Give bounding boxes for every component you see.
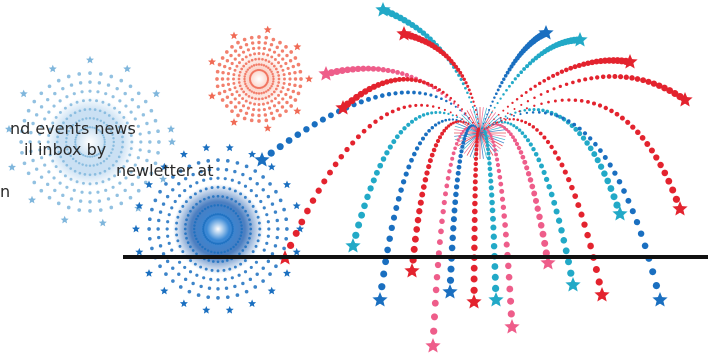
firework-arc bbox=[484, 107, 628, 221]
star-icon bbox=[225, 306, 234, 314]
firework-arc bbox=[480, 127, 520, 334]
star-icon bbox=[305, 74, 313, 83]
star-icon bbox=[372, 292, 388, 307]
firework-arc bbox=[484, 54, 638, 129]
star-icon bbox=[8, 163, 16, 171]
star-icon bbox=[652, 292, 668, 307]
firework-arc bbox=[486, 111, 668, 307]
star-icon bbox=[248, 150, 257, 158]
star-icon bbox=[159, 175, 168, 183]
firework-arc bbox=[396, 26, 480, 129]
star-icon bbox=[254, 152, 270, 167]
star-icon bbox=[167, 125, 175, 133]
star-icon bbox=[335, 100, 351, 115]
star-icon bbox=[594, 287, 610, 302]
star-icon bbox=[504, 319, 520, 334]
star-icon bbox=[86, 55, 94, 64]
star-icon bbox=[225, 143, 234, 152]
star-icon bbox=[263, 124, 272, 132]
burst bbox=[208, 25, 313, 132]
star-icon bbox=[179, 299, 188, 307]
star-icon bbox=[540, 255, 556, 270]
firework-arc-group bbox=[254, 2, 693, 353]
firework-arc bbox=[486, 74, 693, 129]
firework-arc bbox=[335, 76, 478, 129]
firework-arc bbox=[483, 118, 610, 302]
star-icon bbox=[123, 64, 132, 73]
star-icon bbox=[538, 25, 554, 40]
star-icon bbox=[160, 286, 169, 295]
star-icon bbox=[442, 284, 458, 299]
star-icon bbox=[98, 218, 107, 227]
firework-arc bbox=[481, 123, 556, 270]
star-icon bbox=[202, 143, 211, 152]
star-icon bbox=[28, 195, 36, 204]
firework-arc bbox=[487, 98, 688, 216]
star-icon bbox=[145, 180, 153, 189]
star-icon bbox=[572, 32, 588, 47]
star-icon bbox=[60, 215, 69, 224]
star-icon bbox=[267, 162, 276, 171]
star-icon bbox=[230, 31, 238, 40]
star-icon bbox=[283, 180, 291, 189]
firework-arc bbox=[480, 127, 504, 307]
star-icon bbox=[466, 294, 482, 309]
star-icon bbox=[622, 54, 638, 69]
star-icon bbox=[208, 91, 216, 100]
promo-line-2: il inbox by bbox=[24, 140, 107, 159]
star-icon bbox=[267, 286, 276, 295]
firework-arc bbox=[372, 118, 477, 307]
firework-arc bbox=[404, 120, 478, 278]
firework-arc bbox=[345, 111, 476, 253]
firework-arc bbox=[277, 103, 475, 265]
star-icon bbox=[293, 106, 302, 115]
star-icon bbox=[396, 26, 412, 41]
star-icon bbox=[375, 2, 391, 17]
star-icon bbox=[292, 247, 301, 256]
promo-line-4: n bbox=[0, 182, 11, 201]
star-icon bbox=[425, 338, 441, 353]
star-icon bbox=[135, 201, 144, 210]
star-icon bbox=[135, 247, 144, 256]
promo-text: nd events news il inbox by newletter at … bbox=[0, 118, 214, 202]
star-icon bbox=[565, 277, 581, 292]
star-icon bbox=[263, 25, 272, 34]
star-icon bbox=[318, 66, 334, 81]
star-icon bbox=[612, 206, 628, 221]
star-icon bbox=[283, 269, 291, 277]
firework-arc bbox=[425, 125, 479, 353]
star-icon bbox=[248, 299, 257, 307]
star-icon bbox=[230, 118, 238, 126]
star-icon bbox=[19, 89, 28, 98]
star-icon bbox=[293, 42, 302, 51]
star-icon bbox=[672, 201, 688, 216]
burst bbox=[132, 143, 304, 314]
promo-line-1: nd events news bbox=[10, 119, 136, 138]
star-icon bbox=[152, 89, 161, 98]
firework-arc bbox=[318, 65, 477, 129]
firework-arc bbox=[482, 120, 581, 292]
star-icon bbox=[292, 201, 301, 210]
star-icon bbox=[677, 92, 693, 107]
star-icon bbox=[48, 64, 57, 73]
firework-arc bbox=[481, 25, 554, 129]
burst-group bbox=[5, 25, 313, 314]
star-icon bbox=[179, 150, 188, 158]
promo-line-3: newletter at bbox=[116, 161, 214, 180]
star-icon bbox=[132, 224, 140, 233]
star-icon bbox=[202, 306, 211, 314]
burst bbox=[5, 55, 176, 227]
star-icon bbox=[345, 238, 361, 253]
star-icon bbox=[404, 263, 420, 278]
firework-arc bbox=[442, 124, 480, 299]
star-icon bbox=[160, 162, 169, 171]
star-icon bbox=[488, 292, 504, 307]
star-icon bbox=[168, 137, 176, 146]
firework-arc bbox=[375, 2, 480, 129]
star-icon bbox=[5, 125, 13, 133]
firework-arc bbox=[482, 32, 588, 129]
star-icon bbox=[208, 57, 216, 66]
star-icon bbox=[145, 269, 153, 277]
